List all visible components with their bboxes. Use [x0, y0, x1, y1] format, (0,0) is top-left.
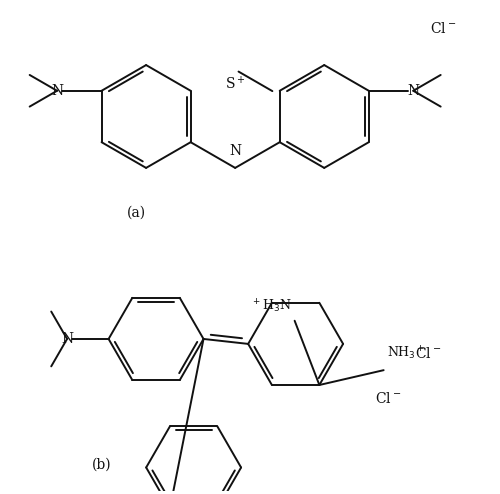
Text: N: N	[229, 144, 241, 158]
Text: S$^+$: S$^+$	[225, 75, 246, 92]
Text: N: N	[407, 84, 420, 98]
Text: (b): (b)	[92, 457, 112, 472]
Text: N: N	[51, 84, 63, 98]
Text: N: N	[61, 332, 73, 346]
Text: NH$_3$$^+$: NH$_3$$^+$	[386, 345, 424, 362]
Text: (a): (a)	[126, 206, 146, 219]
Text: Cl$^-$: Cl$^-$	[376, 391, 402, 406]
Text: Cl$^-$: Cl$^-$	[415, 346, 441, 361]
Text: $^+$H$_3$N: $^+$H$_3$N	[251, 297, 292, 315]
Text: Cl$^-$: Cl$^-$	[430, 21, 456, 36]
